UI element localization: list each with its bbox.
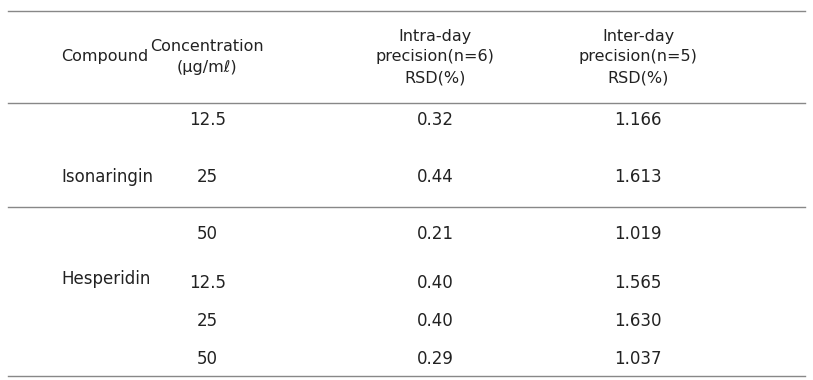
Text: 0.21: 0.21: [416, 225, 454, 243]
Text: 0.44: 0.44: [416, 168, 454, 186]
Text: 1.630: 1.630: [615, 312, 662, 330]
Text: Concentration
(μg/mℓ): Concentration (μg/mℓ): [150, 39, 264, 75]
Text: 12.5: 12.5: [189, 111, 226, 129]
Text: 0.40: 0.40: [416, 312, 454, 330]
Text: 50: 50: [197, 350, 218, 368]
Text: 0.32: 0.32: [416, 111, 454, 129]
Text: 1.166: 1.166: [615, 111, 662, 129]
Text: Intra-day
precision(n=6)
RSD(%): Intra-day precision(n=6) RSD(%): [376, 28, 494, 86]
Text: 0.29: 0.29: [416, 350, 454, 368]
Text: Inter-day
precision(n=5)
RSD(%): Inter-day precision(n=5) RSD(%): [579, 28, 698, 86]
Text: 1.037: 1.037: [615, 350, 662, 368]
Text: Isonaringin: Isonaringin: [61, 168, 153, 186]
Text: Compound: Compound: [61, 49, 148, 65]
Text: 12.5: 12.5: [189, 274, 226, 292]
Text: 25: 25: [197, 168, 218, 186]
Text: 0.40: 0.40: [416, 274, 454, 292]
Text: 50: 50: [197, 225, 218, 243]
Text: 1.019: 1.019: [615, 225, 662, 243]
Text: 1.565: 1.565: [615, 274, 662, 292]
Text: 25: 25: [197, 312, 218, 330]
Text: Hesperidin: Hesperidin: [61, 270, 150, 288]
Text: 1.613: 1.613: [615, 168, 662, 186]
